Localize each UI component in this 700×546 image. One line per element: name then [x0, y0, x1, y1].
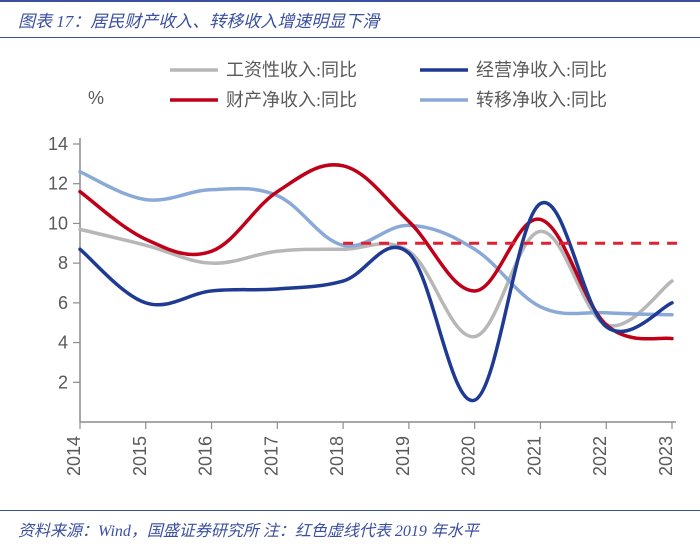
y-tick-label: 4 [58, 333, 68, 353]
x-tick-label: 2018 [327, 436, 347, 476]
chart-title-bar: 图表 17：居民财产收入、转移收入增速明显下滑 [0, 0, 700, 38]
y-tick-label: 14 [48, 134, 68, 154]
legend-label-property: 财产净收入:同比 [226, 90, 357, 110]
y-tick-label: 2 [58, 372, 68, 392]
x-tick-label: 2023 [656, 436, 676, 476]
x-tick-label: 2022 [590, 436, 610, 476]
x-tick-label: 2021 [524, 436, 544, 476]
series-business [80, 203, 672, 401]
y-tick-label: 12 [48, 174, 68, 194]
chart-footer: 资料来源：Wind，国盛证券研究所 注：红色虚线代表 2019 年水平 [18, 517, 479, 541]
y-unit-label: % [88, 88, 104, 108]
line-chart-svg: 工资性收入:同比 经营净收入:同比财产净收入:同比 转移净收入:同比% 2 4 6 8 10 1… [0, 40, 700, 506]
x-tick-label: 2017 [261, 436, 281, 476]
legend-label-wage: 工资性收入:同比 [226, 60, 357, 80]
x-tick-label: 2016 [196, 436, 216, 476]
y-tick-label: 10 [48, 213, 68, 233]
chart-area: 工资性收入:同比 经营净收入:同比财产净收入:同比 转移净收入:同比% 2 4 6 8 10 1… [0, 40, 700, 506]
x-tick-label: 2015 [130, 436, 150, 476]
y-tick-label: 6 [58, 293, 68, 313]
y-tick-label: 8 [58, 253, 68, 273]
x-tick-label: 2019 [393, 436, 413, 476]
x-tick-label: 2014 [64, 436, 84, 476]
x-tick-label: 2020 [459, 436, 479, 476]
chart-title: 图表 17：居民财产收入、转移收入增速明显下滑 [18, 7, 379, 32]
legend-label-business: 经营净收入:同比 [476, 60, 607, 80]
chart-footer-bar: 资料来源：Wind，国盛证券研究所 注：红色虚线代表 2019 年水平 [0, 510, 700, 546]
legend-label-transfer: 转移净收入:同比 [476, 90, 607, 110]
